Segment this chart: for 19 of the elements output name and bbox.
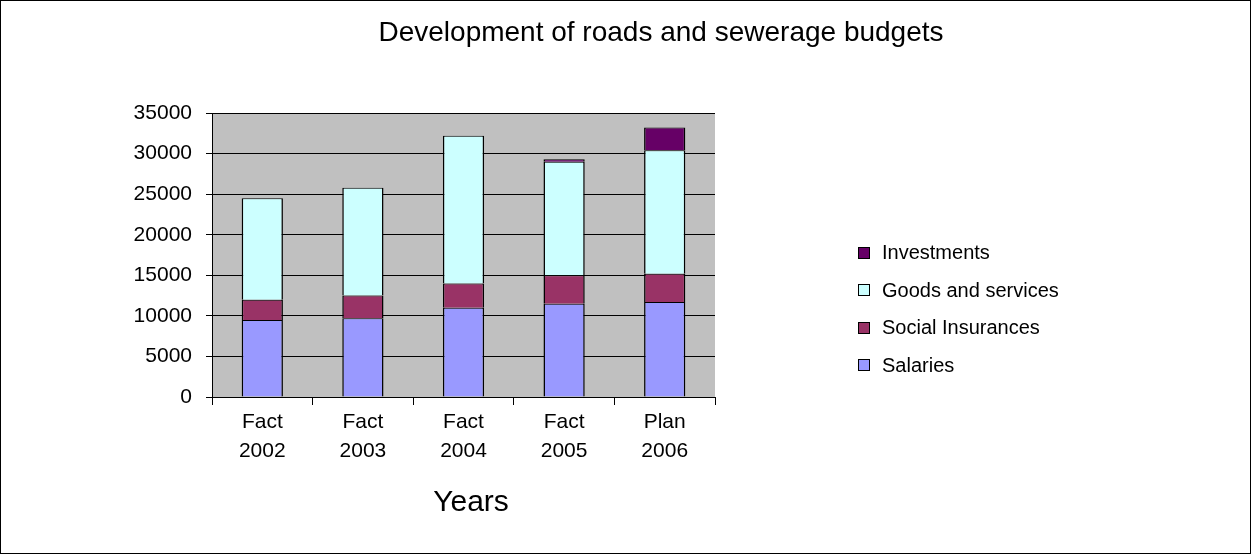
legend-label: Salaries [882,353,955,377]
y-tick-label: 20000 [133,221,192,245]
y-tick-label: 25000 [133,180,192,204]
y-tick-label: 0 [180,383,192,407]
y-tick-label: 30000 [133,140,192,164]
x-axis-title: Years [433,484,509,517]
x-tick-label: Fact 2002 [238,409,286,462]
x-tick-label: Plan 2006 [641,409,689,462]
y-tick-label: 10000 [133,302,192,326]
y-tick-label: 35000 [133,99,192,123]
x-tick-label: Fact 2004 [440,409,488,462]
chart-title: Development of roads and sewerage budgets [378,16,944,47]
legend-label: Investments [882,241,990,265]
x-tick-label: Fact 2005 [540,409,588,462]
legend-label: Social Insurances [882,316,1040,340]
x-tick-label: Fact 2003 [339,409,387,462]
legend-label: Goods and services [882,278,1059,302]
y-tick-label: 15000 [133,262,192,286]
y-tick-label: 5000 [145,343,192,367]
